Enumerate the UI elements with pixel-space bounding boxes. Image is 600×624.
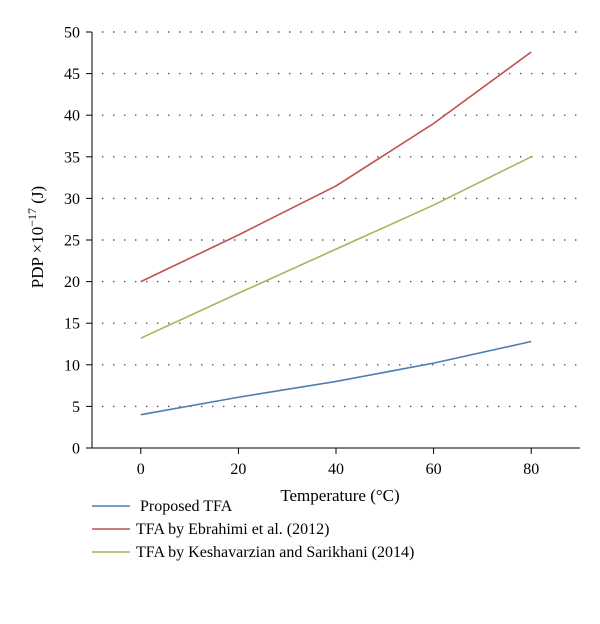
legend: Proposed TFA TFA by Ebrahimi et al. (2012… [92,498,414,561]
y-tick-label: 30 [64,191,80,208]
legend-label: TFA by Keshavarzian and Sarikhani (2014) [136,544,414,561]
y-tick-label: 15 [64,316,80,333]
y-tick-label: 25 [64,233,80,250]
x-axis-label: Temperature (°C) [280,486,399,505]
series-lines [140,51,532,416]
y-axis-label-unit: (J) [28,186,47,208]
y-axis-label: PDP ×10−17 (J) [25,186,47,288]
legend-label: Proposed TFA [140,498,233,515]
axes [86,31,580,454]
legend-item: TFA by Keshavarzian and Sarikhani (2014) [92,544,414,561]
x-tick-label: 20 [230,461,246,478]
series-line-1 [140,340,532,416]
y-tick-label: 10 [64,357,80,374]
y-tick-label: 35 [64,149,80,166]
series-line-3 [140,156,532,339]
legend-label: TFA by Ebrahimi et al. (2012) [136,521,329,538]
x-tick-label: 40 [328,461,344,478]
y-tick-label: 50 [64,25,80,42]
legend-item: Proposed TFA [92,498,233,515]
series-line-2 [140,51,532,283]
y-axis-label-main: PDP ×10 [28,227,47,288]
x-tick-label: 80 [523,461,539,478]
y-tick-labels: 0 5 10 15 20 25 30 35 40 45 50 [64,25,80,458]
y-axis-label-exponent: −17 [25,208,39,227]
x-tick-labels: 0 20 40 60 80 [137,461,539,478]
y-tick-label: 5 [72,399,80,416]
y-tick-label: 20 [64,274,80,291]
y-tick-label: 40 [64,108,80,125]
x-tick-label: 60 [426,461,442,478]
y-tick-label: 0 [72,441,80,458]
x-tick-label: 0 [137,461,145,478]
legend-item: TFA by Ebrahimi et al. (2012) [92,521,329,538]
grid-lines [102,31,580,408]
y-tick-label: 45 [64,66,80,83]
